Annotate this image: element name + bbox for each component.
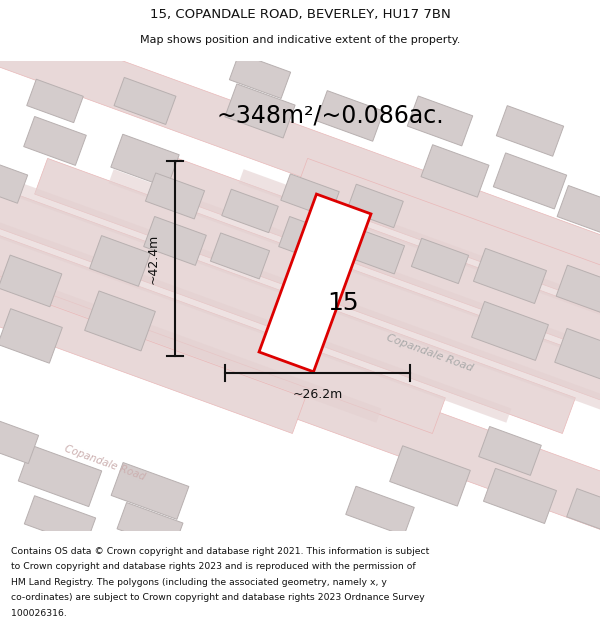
Polygon shape (0, 211, 600, 571)
Polygon shape (472, 301, 548, 361)
Text: Map shows position and indicative extent of the property.: Map shows position and indicative extent… (140, 35, 460, 45)
Polygon shape (117, 503, 183, 549)
Polygon shape (229, 53, 290, 99)
Polygon shape (222, 189, 278, 232)
Polygon shape (0, 169, 382, 422)
Polygon shape (114, 78, 176, 124)
Polygon shape (111, 134, 179, 188)
Polygon shape (111, 462, 189, 519)
Polygon shape (555, 328, 600, 384)
Polygon shape (407, 96, 473, 146)
Text: Copandale Road: Copandale Road (385, 332, 475, 373)
Polygon shape (0, 158, 575, 434)
Polygon shape (0, 309, 62, 363)
Polygon shape (0, 158, 445, 434)
Text: co-ordinates) are subject to Crown copyright and database rights 2023 Ordnance S: co-ordinates) are subject to Crown copyr… (11, 593, 425, 602)
Polygon shape (281, 174, 339, 218)
Polygon shape (25, 496, 95, 546)
Polygon shape (239, 169, 600, 422)
Text: ~42.4m: ~42.4m (146, 233, 160, 284)
Text: ~26.2m: ~26.2m (292, 388, 343, 401)
Text: to Crown copyright and database rights 2023 and is reproduced with the permissio: to Crown copyright and database rights 2… (11, 562, 415, 571)
Polygon shape (0, 169, 600, 422)
Polygon shape (556, 265, 600, 317)
Polygon shape (164, 158, 600, 434)
Polygon shape (259, 194, 371, 372)
Polygon shape (143, 216, 206, 266)
Polygon shape (479, 426, 541, 476)
Polygon shape (493, 153, 566, 209)
Polygon shape (211, 233, 269, 279)
Polygon shape (421, 145, 489, 197)
Text: 15, COPANDALE ROAD, BEVERLEY, HU17 7BN: 15, COPANDALE ROAD, BEVERLEY, HU17 7BN (149, 8, 451, 21)
Polygon shape (35, 158, 600, 434)
Text: ~348m²/~0.086ac.: ~348m²/~0.086ac. (216, 104, 444, 128)
Polygon shape (0, 0, 600, 328)
Polygon shape (566, 489, 600, 538)
Polygon shape (0, 418, 38, 464)
Polygon shape (347, 184, 403, 228)
Polygon shape (484, 468, 557, 524)
Polygon shape (473, 248, 547, 304)
Polygon shape (0, 255, 62, 307)
Polygon shape (89, 236, 151, 286)
Text: HM Land Registry. The polygons (including the associated geometry, namely x, y: HM Land Registry. The polygons (includin… (11, 578, 386, 587)
Text: 15: 15 (327, 291, 359, 315)
Polygon shape (295, 158, 600, 434)
Text: 100026316.: 100026316. (11, 609, 67, 618)
Polygon shape (412, 238, 469, 284)
Polygon shape (278, 216, 341, 266)
Polygon shape (0, 169, 511, 422)
Polygon shape (18, 445, 102, 507)
Polygon shape (0, 159, 28, 203)
Polygon shape (85, 291, 155, 351)
Polygon shape (23, 116, 86, 166)
Polygon shape (346, 486, 414, 536)
Polygon shape (496, 106, 563, 156)
Text: Contains OS data © Crown copyright and database right 2021. This information is : Contains OS data © Crown copyright and d… (11, 546, 429, 556)
Polygon shape (557, 186, 600, 236)
Polygon shape (0, 158, 305, 434)
Text: Copandale Road: Copandale Road (63, 444, 147, 483)
Polygon shape (225, 84, 295, 138)
Polygon shape (389, 446, 470, 506)
Polygon shape (346, 228, 404, 274)
Polygon shape (145, 173, 205, 219)
Polygon shape (316, 91, 383, 141)
Polygon shape (27, 79, 83, 122)
Polygon shape (109, 169, 600, 422)
